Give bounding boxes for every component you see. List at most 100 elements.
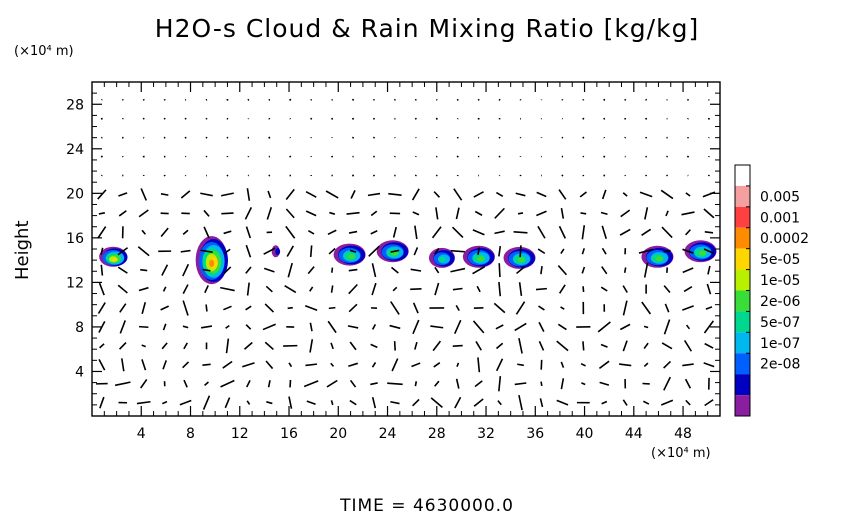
colorbar-segment — [735, 332, 750, 354]
wind-vector — [493, 302, 506, 314]
wind-vector — [620, 209, 631, 218]
wind-vector — [645, 98, 648, 101]
wind-vector — [580, 212, 587, 215]
wind-vector — [433, 362, 441, 368]
wind-vector — [287, 306, 293, 310]
wind-vector — [180, 249, 191, 253]
wind-vector — [349, 249, 357, 253]
wind-vector — [224, 248, 231, 254]
wind-vector — [370, 382, 378, 386]
wind-vector — [413, 247, 419, 256]
cloud-cell-layer — [477, 256, 485, 262]
wind-vector — [517, 212, 524, 215]
wind-vector — [581, 248, 585, 255]
wind-vector — [160, 305, 170, 311]
wind-vector — [556, 399, 569, 406]
wind-vector — [538, 305, 545, 311]
wind-vector — [706, 283, 712, 295]
wind-vector — [163, 174, 166, 177]
x-tick-label: 28 — [428, 426, 446, 442]
wind-vector — [600, 286, 608, 292]
wind-vector — [330, 342, 334, 350]
wind-vector — [266, 206, 273, 220]
wind-vector — [348, 268, 358, 272]
wind-vector — [288, 362, 293, 368]
colorbar-segment — [735, 248, 750, 270]
colorbar-label: 2e-06 — [760, 294, 800, 310]
wind-vector — [140, 378, 148, 389]
wind-vector — [435, 155, 438, 158]
wind-vector — [538, 321, 545, 332]
wind-vector — [477, 155, 480, 158]
wind-vector — [222, 360, 233, 369]
wind-vector — [580, 362, 586, 367]
wind-vector — [600, 343, 608, 348]
wind-vector — [326, 379, 338, 388]
wind-vector — [303, 380, 319, 388]
wind-vector — [540, 266, 543, 275]
wind-vector — [514, 382, 527, 386]
x-tick-label: 40 — [576, 426, 594, 442]
wind-vector — [180, 190, 191, 199]
wind-vector — [264, 303, 275, 313]
wind-vector — [536, 210, 547, 217]
wind-vector — [412, 211, 420, 216]
wind-vector — [603, 98, 606, 101]
wind-vector — [289, 379, 292, 388]
colorbar-label: 5e-07 — [760, 315, 800, 331]
wind-vector — [495, 358, 504, 372]
wind-vector — [498, 98, 501, 101]
wind-vector — [518, 338, 523, 354]
wind-vector — [660, 399, 674, 406]
y-tick-label: 28 — [66, 97, 84, 113]
wind-vector — [289, 98, 292, 101]
wind-vector — [390, 301, 400, 315]
wind-vector — [205, 117, 208, 120]
cloud-cell-layer — [438, 256, 446, 263]
wind-vector — [601, 400, 608, 405]
wind-vector — [456, 362, 460, 367]
wind-vector — [372, 174, 376, 177]
wind-vector — [305, 363, 318, 367]
wind-vector — [414, 98, 417, 101]
wind-vector — [136, 400, 151, 405]
wind-vector — [117, 247, 129, 256]
wind-vector — [561, 136, 564, 139]
wind-vector — [99, 396, 105, 409]
wind-vector — [162, 323, 167, 331]
wind-vector — [707, 265, 711, 275]
colorbar-segment — [735, 374, 750, 396]
wind-vector — [205, 136, 208, 139]
wind-vector — [306, 400, 316, 405]
wind-vector — [412, 398, 420, 407]
wind-vector — [226, 117, 229, 120]
wind-vector — [477, 98, 480, 101]
wind-vector — [472, 320, 485, 334]
wind-vector — [475, 341, 482, 351]
wind-vector — [118, 210, 127, 217]
wind-vector — [498, 263, 501, 278]
wind-vector — [704, 231, 714, 234]
wind-vector — [579, 191, 587, 198]
wind-vector — [331, 267, 334, 273]
wind-vector — [117, 266, 128, 274]
wind-vector — [182, 325, 189, 329]
chart-title: H2O-s Cloud & Rain Mixing Ratio [kg/kg] — [154, 14, 700, 43]
wind-vector — [498, 136, 501, 139]
wind-vector — [328, 306, 336, 310]
wind-vector — [305, 210, 317, 217]
cloud-cell-layer — [209, 259, 215, 268]
wind-vector — [414, 174, 417, 177]
wind-vector — [644, 117, 648, 120]
wind-vector — [162, 400, 168, 405]
cloud-cell-layer — [698, 250, 707, 256]
cloud-cell-layer — [517, 257, 526, 263]
wind-vector — [389, 324, 401, 330]
wind-vector — [498, 376, 502, 392]
wind-vector — [138, 209, 149, 218]
wind-vector — [558, 284, 566, 294]
colorbar-label: 1e-07 — [760, 336, 800, 352]
wind-vector — [685, 229, 691, 236]
wind-vector — [205, 155, 208, 158]
wind-vector — [245, 244, 252, 258]
